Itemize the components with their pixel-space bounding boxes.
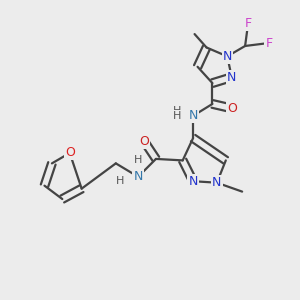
Text: O: O	[227, 102, 237, 115]
Text: F: F	[244, 17, 252, 30]
Text: N: N	[227, 71, 236, 84]
Text: H: H	[172, 106, 181, 116]
Text: O: O	[65, 146, 75, 160]
Text: N: N	[188, 109, 198, 122]
Text: N: N	[188, 175, 198, 188]
Text: N: N	[134, 170, 143, 183]
Text: N: N	[223, 50, 232, 63]
Text: N: N	[212, 176, 222, 189]
Text: H: H	[134, 155, 142, 165]
Text: H: H	[116, 176, 124, 186]
Text: O: O	[139, 135, 149, 148]
Text: H: H	[172, 111, 181, 121]
Text: F: F	[265, 37, 272, 50]
